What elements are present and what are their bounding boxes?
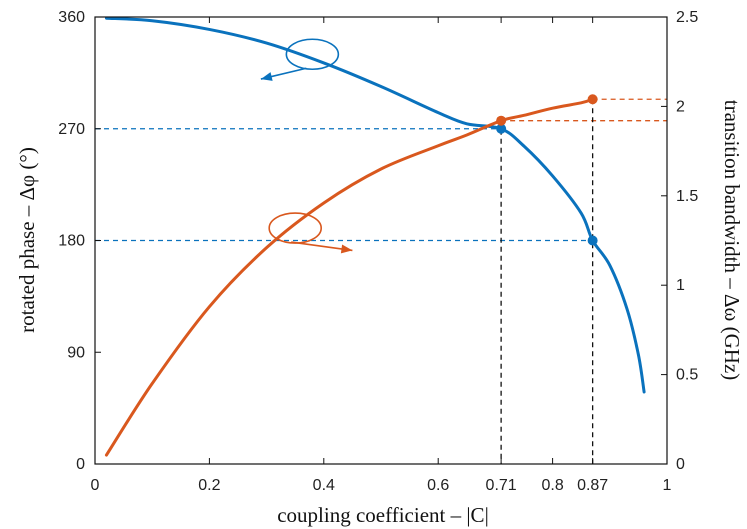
highlight-marker — [496, 123, 507, 134]
highlight-markers — [496, 94, 598, 246]
indicator-ellipse — [285, 38, 340, 71]
reference-lines — [95, 98, 667, 464]
x-tick-label: 0.8 — [541, 477, 563, 494]
y-right-tick-label: 0 — [676, 456, 685, 473]
y-right-tick-label: 2 — [676, 98, 685, 115]
x-tick-label: 0 — [91, 477, 100, 494]
y-right-tick-label: 1.5 — [676, 188, 698, 205]
y-right-tick-label: 2.5 — [676, 9, 698, 26]
highlight-marker — [587, 235, 598, 246]
y-left-tick-label: 180 — [58, 233, 85, 250]
series-line — [104, 97, 595, 457]
y-left-tick-label: 0 — [76, 456, 85, 473]
axis-indicators — [260, 38, 353, 254]
x-tick-label: 1 — [663, 477, 672, 494]
y-right-tick-label: 0.5 — [676, 367, 698, 384]
x-tick-label: 0.87 — [577, 477, 608, 494]
x-tick-label: 0.2 — [198, 477, 220, 494]
x-tick-label: 0.71 — [486, 477, 517, 494]
highlight-marker — [587, 94, 598, 105]
axis-ticks: 0 0.2 0.4 0.6 0.71 0.8 0.87 109018027036000.511… — [58, 9, 698, 494]
y-left-tick-label: 90 — [67, 344, 85, 361]
y-right-axis-title: transition bandwidth – Δω (GHz) — [720, 100, 744, 380]
indicator-arrow-head — [340, 244, 353, 254]
y-right-tick-label: 1 — [676, 277, 685, 294]
highlight-marker — [496, 115, 507, 126]
y-left-axis-title: rotated phase – Δφ (°) — [15, 147, 39, 333]
x-axis-title: coupling coefficient – |C| — [277, 503, 489, 527]
series-lines — [104, 16, 646, 457]
y-left-tick-label: 270 — [58, 121, 85, 138]
y-left-tick-label: 360 — [58, 9, 85, 26]
x-tick-label: 0.6 — [427, 477, 449, 494]
indicator-ellipse — [268, 212, 323, 244]
indicator-arrow-head — [260, 72, 273, 81]
x-tick-label: 0.4 — [313, 477, 335, 494]
